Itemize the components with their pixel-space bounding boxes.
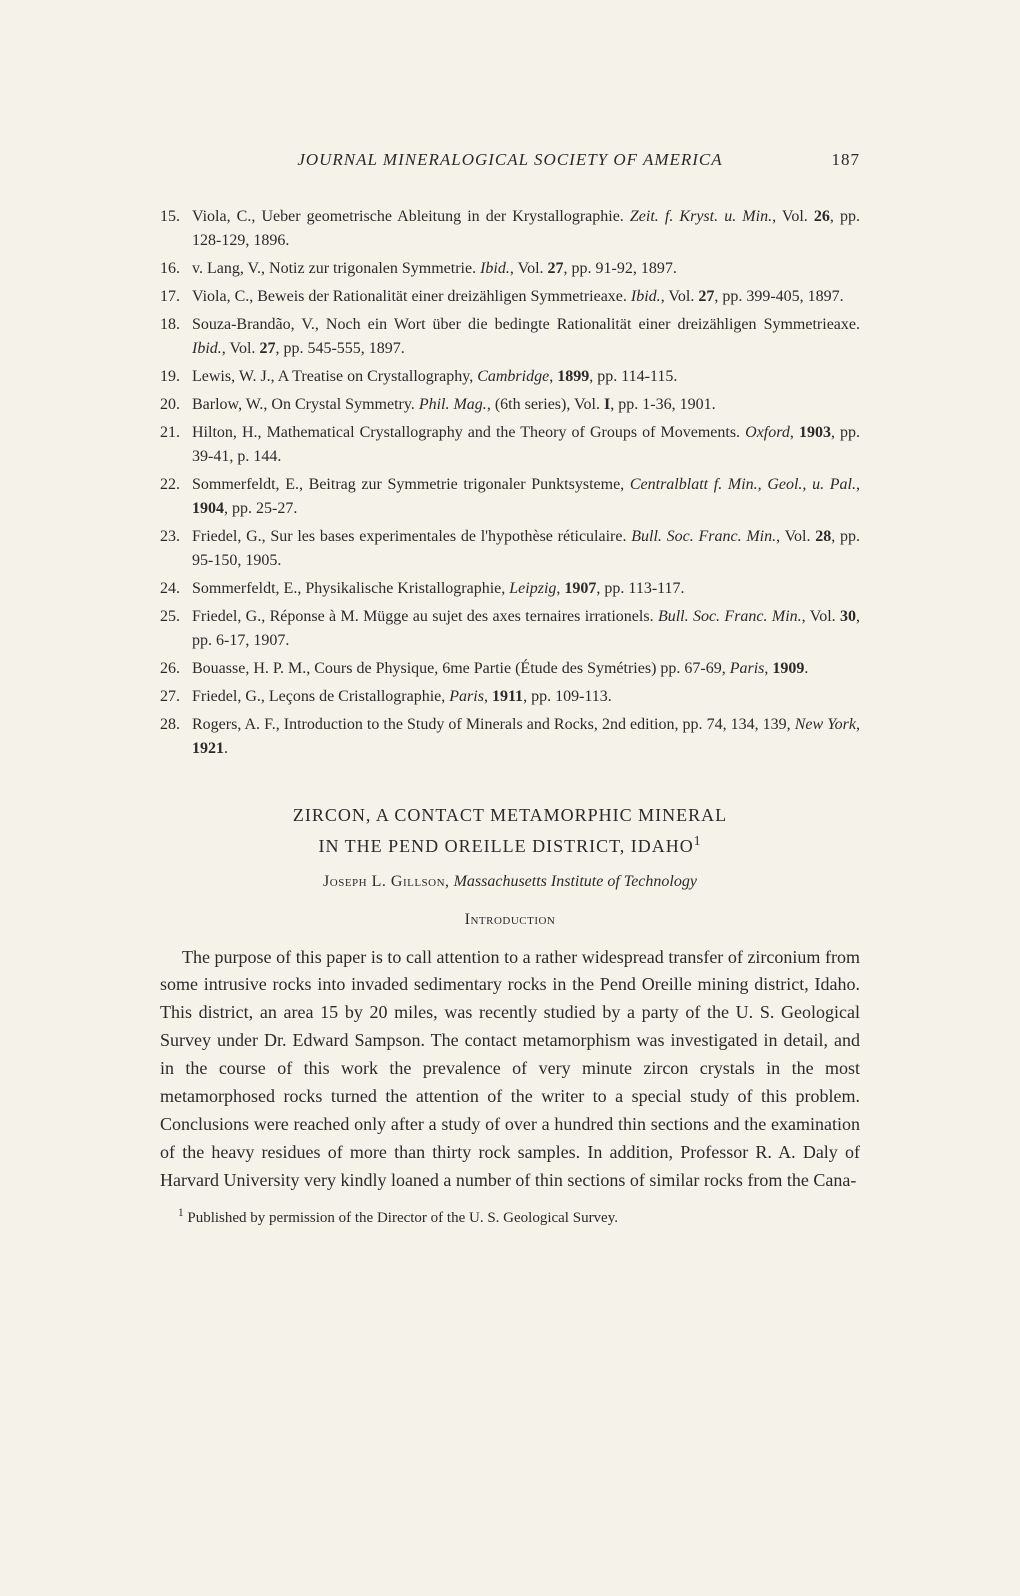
reference-number: 19. <box>160 365 192 389</box>
reference-item: 24.Sommerfeldt, E., Physikalische Krista… <box>160 577 860 601</box>
journal-title: JOURNAL MINERALOGICAL SOCIETY OF AMERICA <box>297 150 722 170</box>
reference-number: 22. <box>160 473 192 521</box>
article-title-line2: IN THE PEND OREILLE DISTRICT, IDAHO <box>318 836 693 856</box>
reference-item: 15.Viola, C., Ueber geometrische Ableitu… <box>160 205 860 253</box>
reference-item: 16.v. Lang, V., Notiz zur trigonalen Sym… <box>160 257 860 281</box>
reference-text: Hilton, H., Mathematical Crystallography… <box>192 421 860 469</box>
reference-text: Rogers, A. F., Introduction to the Study… <box>192 713 860 761</box>
reference-text: Lewis, W. J., A Treatise on Crystallogra… <box>192 365 860 389</box>
reference-item: 25.Friedel, G., Réponse à M. Mügge au su… <box>160 605 860 653</box>
reference-number: 17. <box>160 285 192 309</box>
reference-number: 25. <box>160 605 192 653</box>
reference-number: 18. <box>160 313 192 361</box>
reference-item: 20.Barlow, W., On Crystal Symmetry. Phil… <box>160 393 860 417</box>
reference-item: 27.Friedel, G., Leçons de Cristallograph… <box>160 685 860 709</box>
reference-item: 19.Lewis, W. J., A Treatise on Crystallo… <box>160 365 860 389</box>
reference-text: Viola, C., Ueber geometrische Ableitung … <box>192 205 860 253</box>
reference-item: 17.Viola, C., Beweis der Rationalität ei… <box>160 285 860 309</box>
reference-text: Friedel, G., Leçons de Cristallographie,… <box>192 685 860 709</box>
author-name: Joseph L. Gillson, <box>323 873 450 890</box>
article-author: Joseph L. Gillson, Massachusetts Institu… <box>160 873 860 891</box>
reference-item: 21.Hilton, H., Mathematical Crystallogra… <box>160 421 860 469</box>
title-footnote-ref: 1 <box>694 833 702 848</box>
reference-number: 21. <box>160 421 192 469</box>
body-paragraph: The purpose of this paper is to call att… <box>160 944 860 1195</box>
footnote-text: Published by permission of the Director … <box>187 1210 618 1226</box>
reference-text: Barlow, W., On Crystal Symmetry. Phil. M… <box>192 393 860 417</box>
reference-item: 23.Friedel, G., Sur les bases experiment… <box>160 525 860 573</box>
reference-number: 16. <box>160 257 192 281</box>
reference-text: Bouasse, H. P. M., Cours de Physique, 6m… <box>192 657 860 681</box>
reference-text: Souza-Brandão, V., Noch ein Wort über di… <box>192 313 860 361</box>
footnote: 1 Published by permission of the Directo… <box>160 1207 860 1227</box>
reference-text: Viola, C., Beweis der Rationalität einer… <box>192 285 860 309</box>
page-number: 187 <box>832 150 861 170</box>
running-header: JOURNAL MINERALOGICAL SOCIETY OF AMERICA… <box>160 150 860 170</box>
reference-item: 26.Bouasse, H. P. M., Cours de Physique,… <box>160 657 860 681</box>
author-affiliation: Massachusetts Institute of Technology <box>454 873 697 890</box>
reference-number: 27. <box>160 685 192 709</box>
reference-text: Sommerfeldt, E., Beitrag zur Symmetrie t… <box>192 473 860 521</box>
reference-number: 28. <box>160 713 192 761</box>
reference-number: 23. <box>160 525 192 573</box>
article-title: ZIRCON, A CONTACT METAMORPHIC MINERAL IN… <box>160 801 860 861</box>
reference-text: Sommerfeldt, E., Physikalische Kristallo… <box>192 577 860 601</box>
reference-item: 18.Souza-Brandão, V., Noch ein Wort über… <box>160 313 860 361</box>
reference-number: 24. <box>160 577 192 601</box>
reference-item: 22.Sommerfeldt, E., Beitrag zur Symmetri… <box>160 473 860 521</box>
article-title-line1: ZIRCON, A CONTACT METAMORPHIC MINERAL <box>293 805 727 825</box>
reference-text: v. Lang, V., Notiz zur trigonalen Symmet… <box>192 257 860 281</box>
reference-number: 20. <box>160 393 192 417</box>
reference-text: Friedel, G., Sur les bases experimentale… <box>192 525 860 573</box>
reference-number: 26. <box>160 657 192 681</box>
reference-text: Friedel, G., Réponse à M. Mügge au sujet… <box>192 605 860 653</box>
footnote-num: 1 <box>178 1207 184 1219</box>
reference-number: 15. <box>160 205 192 253</box>
reference-item: 28.Rogers, A. F., Introduction to the St… <box>160 713 860 761</box>
section-heading: Introduction <box>160 911 860 929</box>
references-list: 15.Viola, C., Ueber geometrische Ableitu… <box>160 205 860 761</box>
